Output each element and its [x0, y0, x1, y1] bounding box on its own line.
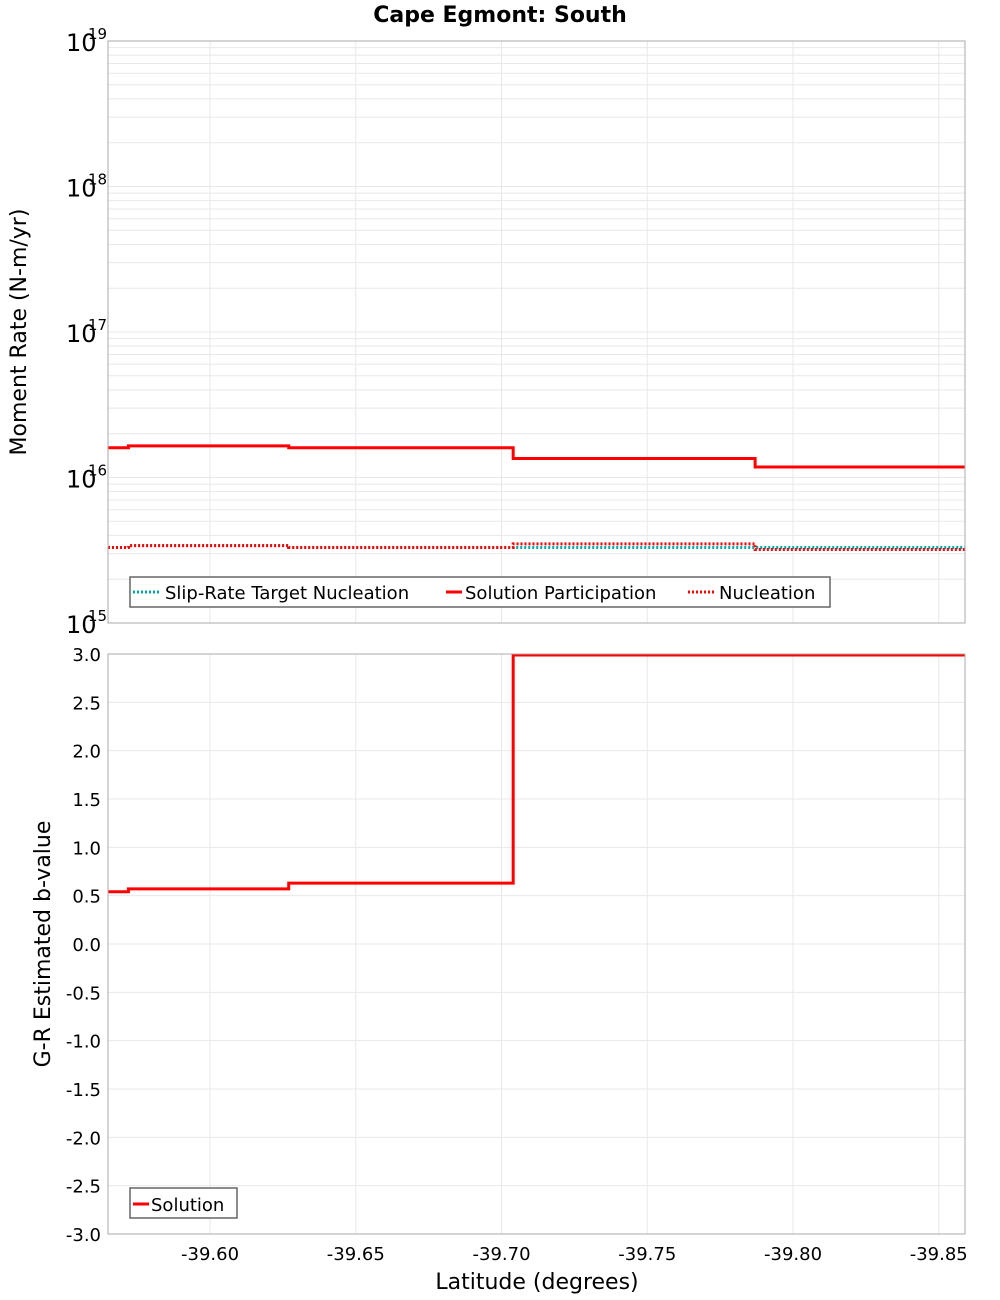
top-y-ticks: 1019 1018 1017 1016 1015 — [66, 25, 107, 639]
y-tick-label: 1019 — [66, 25, 107, 57]
x-axis-label: Latitude (degrees) — [435, 1270, 638, 1295]
chart-canvas: Cape Egmont: South 1019 1018 1017 1016 1015 … — [0, 0, 1000, 1300]
bottom-gridlines — [108, 654, 965, 1234]
bottom-series — [108, 655, 965, 892]
svg-text:17: 17 — [88, 316, 107, 334]
bottom-y-ticks: 3.0 2.5 2.0 1.5 1.0 0.5 0.0 -0.5 -1.0 -1.5 -2.0 -2.… — [66, 645, 101, 1246]
svg-text:18: 18 — [88, 171, 107, 189]
top-legend: Slip-Rate Target Nucleation Solution Par… — [130, 577, 830, 607]
y-tick-label: 2.0 — [72, 742, 101, 763]
x-tick-label: -39.70 — [473, 1244, 531, 1265]
top-y-axis-label: Moment Rate (N-m/yr) — [7, 209, 32, 456]
x-tick-label: -39.65 — [327, 1244, 385, 1265]
bottom-y-axis-label: G-R Estimated b-value — [31, 821, 56, 1068]
y-tick-label: 1015 — [66, 607, 107, 639]
x-tick-label: -39.60 — [181, 1244, 239, 1265]
chart-title: Cape Egmont: South — [373, 3, 627, 28]
y-tick-label: -1.0 — [66, 1032, 101, 1053]
y-tick-label: 3.0 — [72, 645, 101, 666]
legend-target-label: Slip-Rate Target Nucleation — [165, 583, 409, 604]
legend-nucleation-label: Nucleation — [719, 583, 815, 604]
y-tick-label: 2.5 — [72, 693, 101, 714]
y-tick-label: -2.5 — [66, 1177, 101, 1198]
legend-solution-b-label: Solution — [151, 1195, 224, 1216]
y-tick-label: 0.5 — [72, 887, 101, 908]
series-line — [108, 655, 965, 892]
bottom-legend: Solution — [130, 1188, 237, 1218]
y-tick-label: 1017 — [66, 316, 107, 348]
bottom-panel: 3.0 2.5 2.0 1.5 1.0 0.5 0.0 -0.5 -1.0 -1.5 -2.0 -2.… — [31, 645, 965, 1246]
svg-text:19: 19 — [88, 25, 107, 43]
y-tick-label: 1.0 — [72, 838, 101, 859]
y-tick-label: 1.5 — [72, 790, 101, 811]
svg-text:15: 15 — [88, 607, 107, 625]
y-tick-label: -1.5 — [66, 1080, 101, 1101]
x-tick-label: -39.80 — [764, 1244, 822, 1265]
legend-solution-label: Solution Participation — [465, 583, 656, 604]
y-tick-label: -3.0 — [66, 1225, 101, 1246]
x-tick-label: -39.75 — [618, 1244, 676, 1265]
y-tick-label: 1016 — [66, 462, 107, 494]
y-tick-label: -0.5 — [66, 983, 101, 1004]
y-tick-label: 1018 — [66, 171, 107, 203]
top-panel: 1019 1018 1017 1016 1015 Moment Rate (N-m/yr… — [7, 25, 965, 639]
svg-text:16: 16 — [88, 462, 107, 480]
y-tick-label: 0.0 — [72, 935, 101, 956]
y-tick-label: -2.0 — [66, 1128, 101, 1149]
x-axis-ticks: -39.60 -39.65 -39.70 -39.75 -39.80 -39.85 — [181, 1244, 968, 1265]
x-tick-label: -39.85 — [910, 1244, 968, 1265]
